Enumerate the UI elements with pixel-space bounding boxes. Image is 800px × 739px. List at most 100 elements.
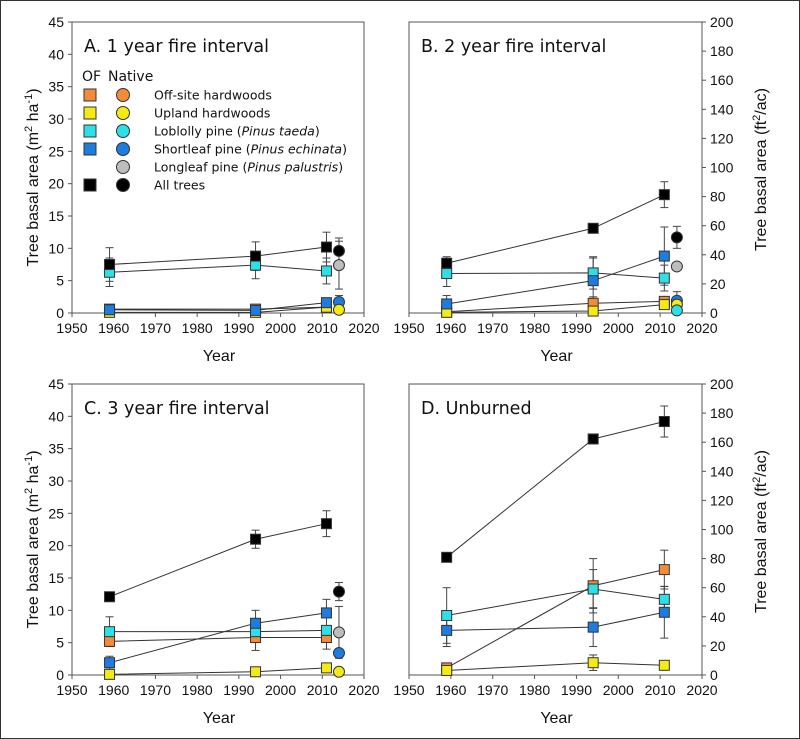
y-tick-label-left: 30 <box>48 111 64 127</box>
x-axis-title: Year <box>540 710 573 727</box>
marker-of-shortleaf <box>104 304 116 316</box>
y-tick-label-right: 120 <box>710 492 734 508</box>
x-tick-label: 2000 <box>603 682 634 698</box>
marker-of-loblolly <box>320 624 332 636</box>
x-tick-label: 1950 <box>393 320 424 336</box>
legend-label-upland: Upland hardwoods <box>154 106 270 121</box>
legend-circle-upland <box>116 106 130 120</box>
x-tick-label: 2010 <box>307 320 338 336</box>
y-tick-label-left: 10 <box>48 240 64 256</box>
marker-of-all <box>104 591 116 603</box>
y-tick-label-right: 20 <box>710 276 726 292</box>
marker-of-upland <box>658 659 670 671</box>
y-tick-label-left: 15 <box>48 570 64 586</box>
marker-of-all <box>104 259 116 270</box>
series-line-shortleaf <box>446 611 665 631</box>
marker-of-upland <box>441 664 453 676</box>
x-tick-label: 1950 <box>56 682 87 698</box>
x-tick-label: 1970 <box>477 682 508 698</box>
y-tick-label-left: 35 <box>48 441 64 457</box>
y-tick-label-right: 200 <box>710 14 734 30</box>
x-tick-label: 2020 <box>348 682 379 698</box>
marker-of-shortleaf <box>658 250 670 262</box>
y-tick-label-left: 30 <box>48 473 64 489</box>
x-tick-label: 1960 <box>98 682 129 698</box>
legend-label-loblolly: Loblolly pine (Pinus taeda) <box>154 124 320 139</box>
marker-native-upland <box>332 665 345 678</box>
x-tick-label: 1960 <box>435 682 466 698</box>
x-tick-label: 2010 <box>645 320 676 336</box>
y-tick-label-right: 200 <box>710 376 734 392</box>
legend-header-of: OF <box>82 69 101 85</box>
legend-label-all: All trees <box>154 178 205 193</box>
y-tick-label-left: 40 <box>48 408 64 424</box>
y-tick-label-right: 0 <box>710 667 718 683</box>
y-tick-label-right: 100 <box>710 160 734 176</box>
x-tick-label: 1990 <box>561 682 592 698</box>
marker-of-shortleaf <box>658 606 670 618</box>
legend-circle-loblolly <box>116 124 130 138</box>
y-tick-label-right: 60 <box>710 580 726 596</box>
marker-of-loblolly <box>441 268 453 280</box>
x-tick-label: 2000 <box>265 320 296 336</box>
marker-of-shortleaf <box>587 621 599 633</box>
marker-native-longleaf <box>670 260 683 273</box>
x-tick-label: 2010 <box>307 682 338 698</box>
x-tick-label: 1990 <box>223 320 254 336</box>
marker-of-upland <box>587 305 599 317</box>
marker-of-all <box>658 416 670 428</box>
x-axis-title: Year <box>203 348 236 365</box>
legend-square-upland <box>83 106 97 120</box>
y-tick-label-left: 20 <box>48 538 64 554</box>
x-tick-label: 1960 <box>435 320 466 336</box>
marker-of-loblolly <box>587 583 599 595</box>
legend-circle-offsite <box>116 88 130 102</box>
marker-native-all <box>670 231 683 244</box>
y-tick-label-right: 60 <box>710 218 726 234</box>
panel-title: A. 1 year fire interval <box>84 37 269 57</box>
x-tick-label: 2000 <box>603 320 634 336</box>
marker-native-all <box>332 244 345 257</box>
x-tick-label: 1960 <box>98 320 129 336</box>
marker-of-loblolly <box>250 259 262 271</box>
panel-title: C. 3 year fire interval <box>84 399 270 419</box>
x-tick-label: 1980 <box>182 320 213 336</box>
x-tick-label: 2020 <box>686 682 717 698</box>
marker-of-all <box>250 250 262 262</box>
series-line-all <box>446 194 665 264</box>
y-tick-label-left: 25 <box>48 505 64 521</box>
panel-b: 1950 1960 1970 1980 1990 2000 2010 2020 Year 0 20 4… <box>393 14 770 365</box>
x-axis-title: Year <box>203 710 236 727</box>
marker-of-upland <box>250 666 262 678</box>
y-tick-label-left: 40 <box>48 46 64 62</box>
x-tick-label: 1980 <box>519 682 550 698</box>
series-line-loblolly <box>109 629 327 633</box>
marker-native-loblolly <box>670 304 683 317</box>
x-tick-label: 1990 <box>561 320 592 336</box>
y-axis-title-right: Tree basal area (ft2/ac) <box>751 88 770 251</box>
series-line-all <box>109 246 327 265</box>
series-line-loblolly <box>446 588 665 616</box>
y-tick-label-left: 15 <box>48 208 64 224</box>
legend-square-offsite <box>83 88 97 102</box>
marker-of-upland <box>104 668 116 680</box>
legend-square-all <box>83 178 97 192</box>
series-line-offsite <box>109 306 327 310</box>
legend-label-shortleaf: Shortleaf pine (Pinus echinata) <box>154 142 347 157</box>
marker-of-upland <box>320 662 332 674</box>
y-tick-label-right: 160 <box>710 72 734 88</box>
panel-title: B. 2 year fire interval <box>421 37 606 57</box>
marker-of-all <box>658 189 670 201</box>
marker-of-shortleaf <box>250 617 262 629</box>
marker-of-loblolly <box>320 265 332 277</box>
x-tick-label: 1980 <box>182 682 213 698</box>
x-tick-label: 2020 <box>348 320 379 336</box>
legend-label-longleaf: Longleaf pine (Pinus palustris) <box>154 160 343 175</box>
x-tick-label: 1950 <box>393 682 424 698</box>
marker-of-shortleaf <box>441 298 453 310</box>
marker-native-longleaf <box>332 626 345 639</box>
legend-circle-all <box>116 178 130 192</box>
legend-header-native: Native <box>108 69 153 85</box>
x-tick-label: 2000 <box>265 682 296 698</box>
